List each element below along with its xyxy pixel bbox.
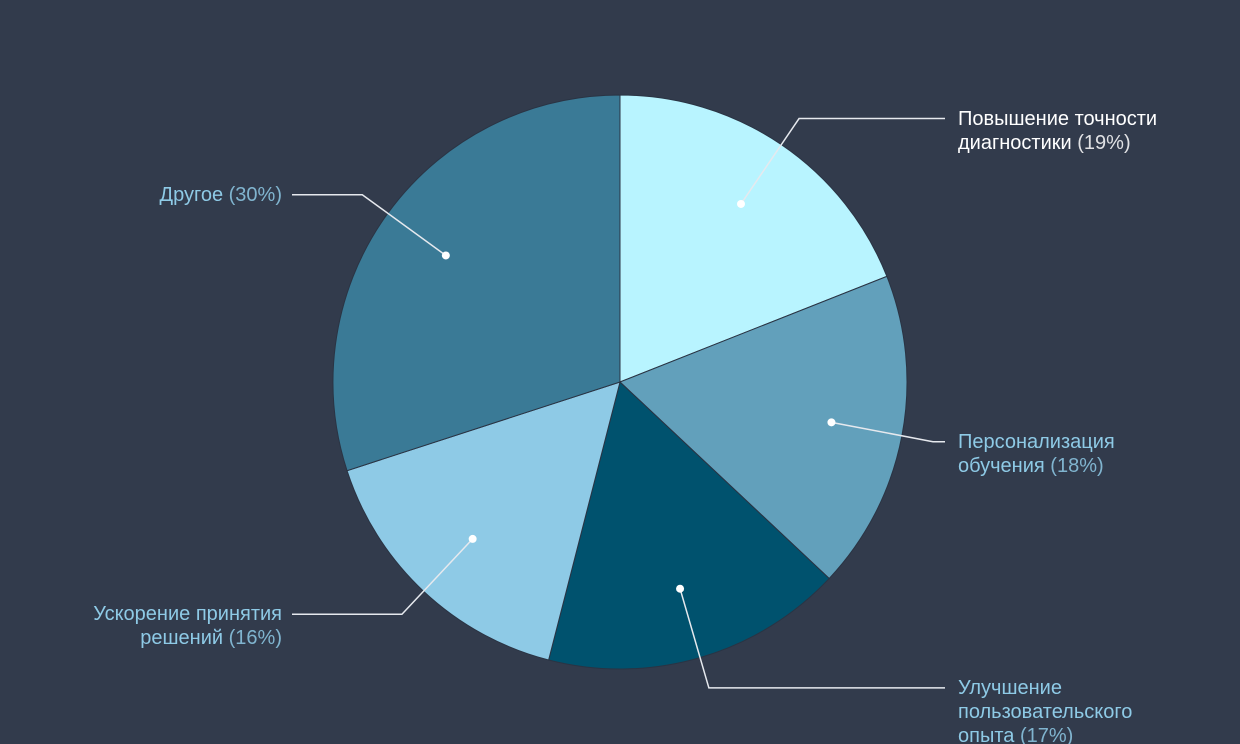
category-name: Ускорение принятия решений [93, 603, 282, 650]
leader-dot [736, 199, 745, 208]
leader-line [831, 421, 945, 443]
value-label: (16%) [228, 627, 282, 650]
leader-dot [827, 418, 836, 427]
category-name: Другое [159, 183, 224, 206]
category-name: Улучшение пользовательского опыта [958, 676, 1133, 744]
leader-dot [468, 534, 477, 543]
category-name: Повышение точности диагностики [958, 107, 1158, 154]
leader-line [740, 117, 945, 205]
leader-dot [676, 584, 685, 593]
slice-label: Другое (30%) [42, 183, 282, 207]
leader-line [292, 193, 447, 257]
leader-line [292, 538, 474, 615]
value-label: (19%) [1077, 131, 1131, 154]
value-label: (30%) [228, 183, 282, 206]
leader-line [679, 588, 945, 689]
slice-label: Персонализация обучения (18%) [958, 430, 1158, 478]
value-label: (17%) [1019, 724, 1074, 744]
category-name: Персонализация обучения [958, 430, 1115, 477]
value-label: (18%) [1050, 454, 1104, 477]
slice-label: Повышение точности диагностики (19%) [958, 107, 1158, 155]
slice-label: Улучшение пользовательского опыта (17%) [958, 676, 1158, 744]
leader-dot [441, 251, 450, 260]
slice-label: Ускорение принятия решений (16%) [42, 602, 282, 650]
